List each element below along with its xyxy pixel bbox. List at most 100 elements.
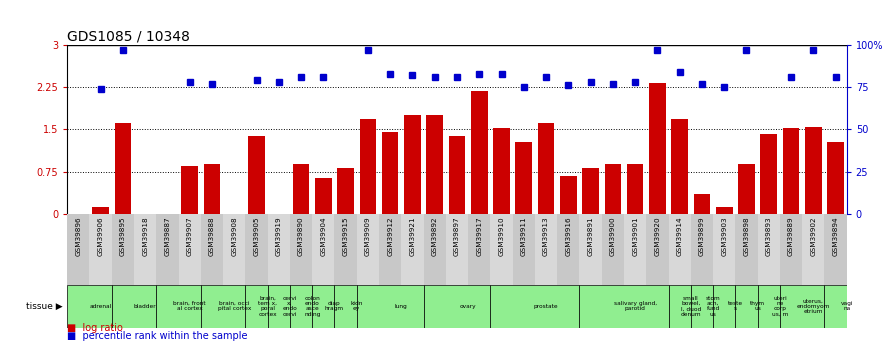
Bar (668, 45, 691, 214)
Bar (624, 45, 646, 214)
Bar (201, 214, 223, 285)
Bar (602, 45, 624, 214)
Text: GSM39909: GSM39909 (365, 216, 371, 256)
Bar (582, 168, 599, 214)
Text: GSM39903: GSM39903 (721, 216, 728, 256)
Text: small
bowel,
l, duod
denum: small bowel, l, duod denum (680, 296, 702, 317)
Bar (624, 214, 646, 285)
Bar (805, 127, 822, 214)
Bar (246, 214, 268, 285)
Bar (557, 45, 580, 214)
Bar (67, 285, 112, 328)
Text: lung: lung (395, 304, 408, 309)
Bar (490, 45, 513, 214)
Bar (691, 45, 713, 214)
Bar (401, 45, 424, 214)
Bar (112, 214, 134, 285)
Bar (738, 164, 754, 214)
Bar (605, 164, 621, 214)
Bar (671, 119, 688, 214)
Bar (337, 168, 354, 214)
Text: GSM39906: GSM39906 (98, 216, 104, 256)
Bar (201, 45, 223, 214)
Bar (471, 91, 487, 214)
Bar (404, 115, 421, 214)
Bar (312, 285, 334, 328)
Bar (312, 45, 334, 214)
Bar (115, 122, 131, 214)
Bar (181, 166, 198, 214)
Bar (780, 285, 824, 328)
Text: GSM39888: GSM39888 (209, 216, 215, 256)
Bar (268, 285, 290, 328)
Bar (694, 194, 711, 214)
Text: GSM39920: GSM39920 (654, 216, 660, 256)
Bar (780, 214, 802, 285)
Bar (334, 214, 357, 285)
Bar (446, 45, 468, 214)
Text: GSM39889: GSM39889 (788, 216, 794, 256)
Text: GSM39905: GSM39905 (254, 216, 260, 256)
Bar (449, 136, 465, 214)
Text: vagi
na: vagi na (840, 301, 853, 312)
Bar (827, 142, 844, 214)
Bar (112, 285, 156, 328)
Text: GSM39904: GSM39904 (321, 216, 326, 256)
Text: GSM39896: GSM39896 (75, 216, 82, 256)
Bar (426, 115, 443, 214)
Bar (290, 285, 312, 328)
Bar (513, 214, 535, 285)
Bar (424, 45, 446, 214)
Bar (223, 214, 246, 285)
Bar (312, 214, 334, 285)
Bar (490, 285, 580, 328)
Bar (201, 285, 246, 328)
Bar (156, 214, 178, 285)
Text: GSM39912: GSM39912 (387, 216, 393, 256)
Bar (293, 164, 309, 214)
Bar (315, 178, 332, 214)
Bar (713, 214, 736, 285)
Bar (178, 214, 201, 285)
Bar (203, 164, 220, 214)
Bar (490, 214, 513, 285)
Text: GSM39917: GSM39917 (477, 216, 482, 256)
Bar (761, 134, 777, 214)
Text: thym
us: thym us (750, 301, 765, 312)
Bar (334, 285, 357, 328)
Bar (90, 214, 112, 285)
Bar (535, 214, 557, 285)
Bar (468, 214, 490, 285)
Text: diap
hragm: diap hragm (325, 301, 344, 312)
Bar (334, 45, 357, 214)
Bar (156, 285, 201, 328)
Bar (758, 45, 780, 214)
Bar (401, 214, 424, 285)
Bar (357, 214, 379, 285)
Bar (446, 214, 468, 285)
Bar (580, 214, 602, 285)
Bar (691, 214, 713, 285)
Bar (580, 45, 602, 214)
Bar (824, 214, 847, 285)
Bar (646, 214, 668, 285)
Text: GSM39887: GSM39887 (165, 216, 170, 256)
Bar (580, 285, 668, 328)
Text: GSM39900: GSM39900 (610, 216, 616, 256)
Text: teste
s: teste s (728, 301, 743, 312)
Bar (716, 207, 733, 214)
Text: GSM39916: GSM39916 (565, 216, 572, 256)
Text: uteri
ne
corp
us, m: uteri ne corp us, m (771, 296, 788, 317)
Bar (736, 285, 758, 328)
Bar (246, 45, 268, 214)
Bar (67, 45, 90, 214)
Text: GSM39898: GSM39898 (744, 216, 749, 256)
Text: GSM39890: GSM39890 (298, 216, 304, 256)
Bar (357, 45, 379, 214)
Text: GSM39918: GSM39918 (142, 216, 148, 256)
Text: GSM39911: GSM39911 (521, 216, 527, 256)
Bar (560, 176, 577, 214)
Bar (290, 45, 312, 214)
Bar (156, 45, 178, 214)
Bar (713, 285, 736, 328)
